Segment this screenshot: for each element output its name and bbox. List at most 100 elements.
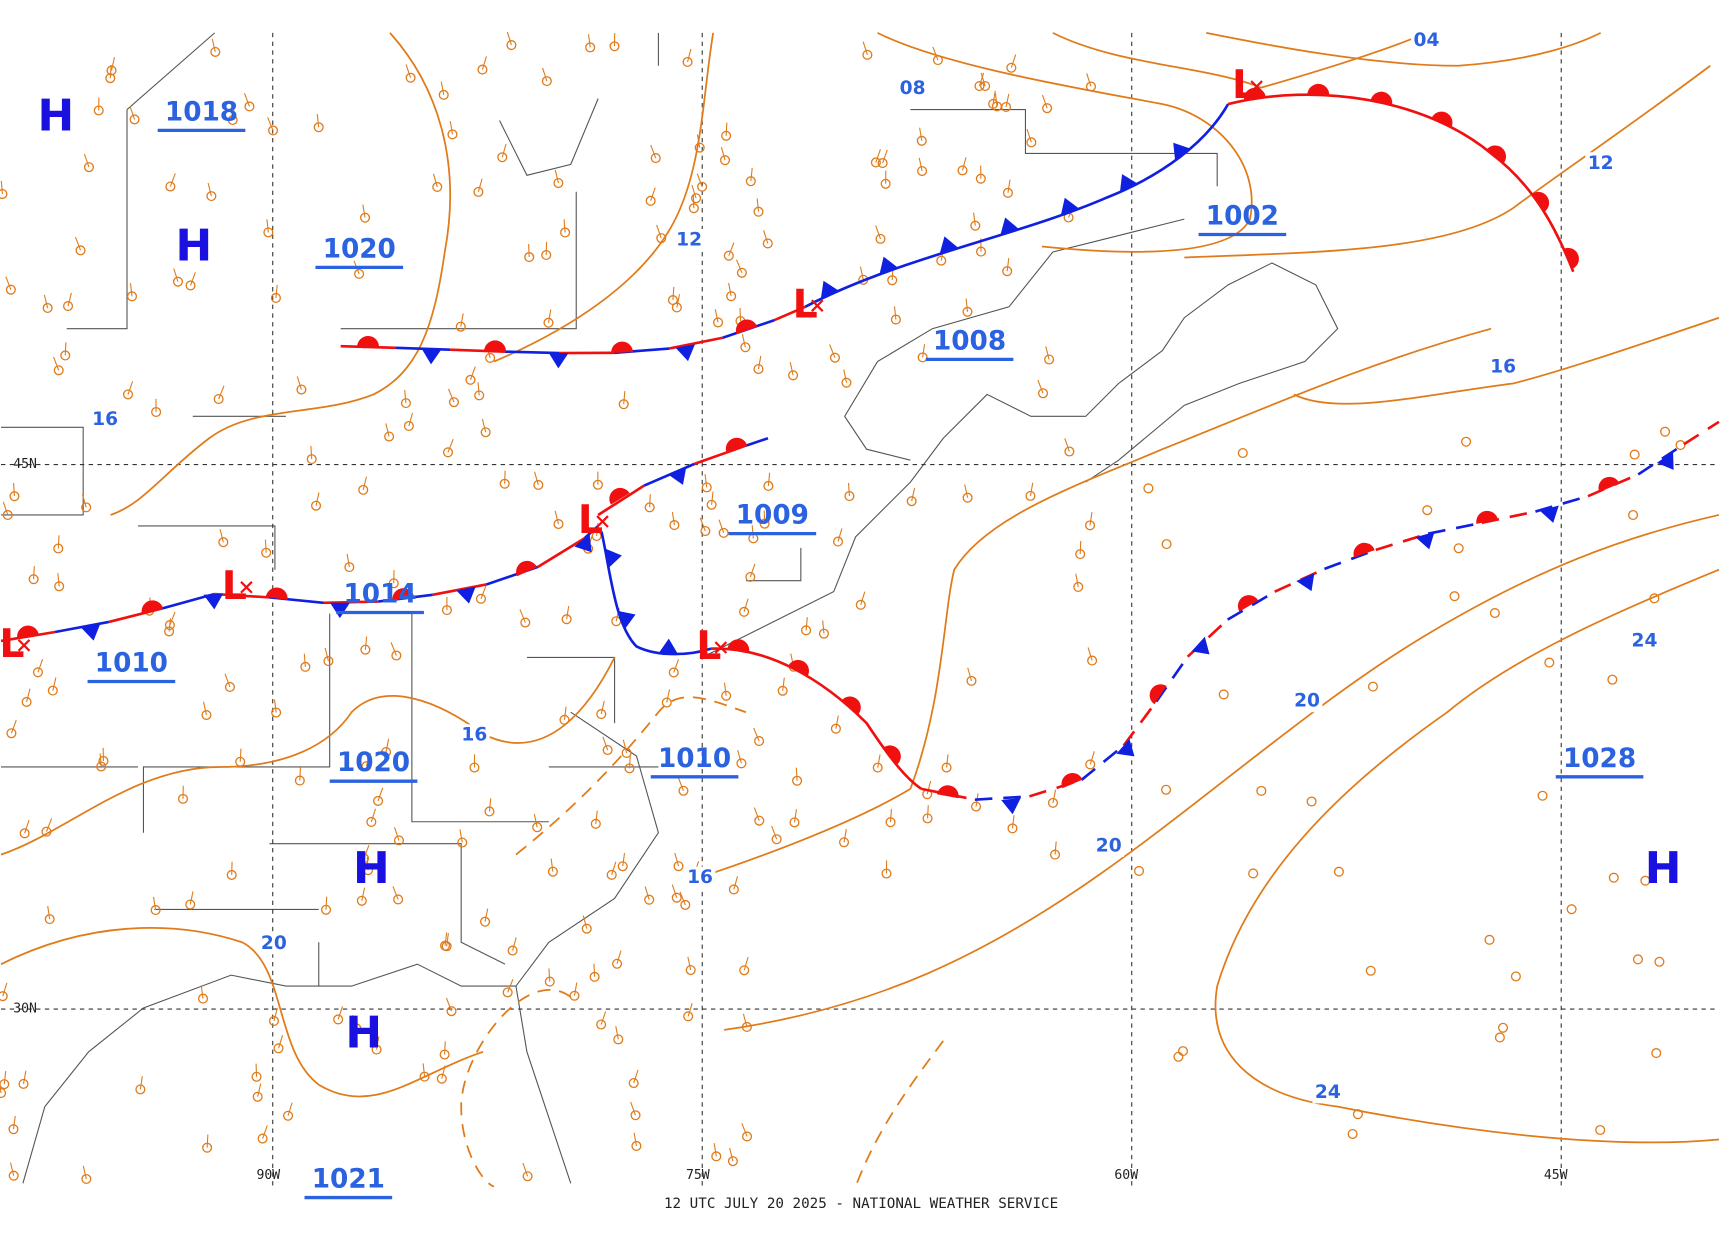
- station-marker: [122, 389, 134, 400]
- semicircle: [1149, 684, 1167, 705]
- wind-barb: [262, 1125, 268, 1139]
- wind-barb: [190, 272, 196, 286]
- triangle: [1415, 531, 1435, 550]
- semicircle: [788, 659, 810, 677]
- pressure-value: 1010: [95, 648, 168, 678]
- triangle: [668, 466, 687, 485]
- wind-barb: [677, 777, 684, 791]
- wind-barb: [0, 1083, 2, 1094]
- wind-barb: [978, 72, 985, 87]
- wind-barb: [81, 494, 87, 508]
- low-pressure-center: L: [793, 281, 818, 327]
- cold-front-symbol: [1191, 636, 1210, 655]
- triangle: [1116, 738, 1135, 757]
- wind-barb: [200, 985, 204, 999]
- wind-barb: [843, 369, 848, 383]
- wind-barb: [446, 933, 449, 947]
- wind-barb: [547, 309, 552, 323]
- grid-label: 60W: [1114, 1168, 1138, 1183]
- cold-front-symbol: [574, 534, 592, 553]
- high-pressure-center: H: [353, 843, 390, 894]
- station-marker: [1608, 872, 1619, 883]
- warm-front-symbol: [357, 336, 379, 348]
- wind-barb: [37, 658, 44, 673]
- station-marker: [81, 502, 92, 513]
- wind-barb: [385, 423, 390, 437]
- station-marker: [830, 723, 841, 734]
- isobar: [0, 656, 616, 856]
- station-marker: [617, 861, 628, 872]
- wind-barb: [310, 445, 313, 460]
- isobar-label-bg: [258, 932, 290, 955]
- semicircle: [725, 437, 748, 453]
- warm-front-symbol: [17, 625, 39, 639]
- wind-barb: [633, 1132, 637, 1147]
- cold-front-symbol: [675, 344, 695, 362]
- wind-barb: [408, 412, 414, 427]
- front-segment: [432, 583, 487, 597]
- station-marker: [268, 1015, 279, 1027]
- wind-barb: [741, 333, 746, 348]
- wind-barb: [893, 306, 897, 320]
- semicircle: [357, 336, 379, 348]
- grid-label: 30N: [13, 1002, 37, 1017]
- station-marker: [21, 696, 32, 707]
- station-marker: [875, 233, 886, 244]
- station-marker: [916, 135, 927, 146]
- cold-front-symbol: [658, 638, 679, 655]
- wind-barb: [13, 483, 16, 497]
- wind-barb: [837, 528, 843, 542]
- high-pressure-center: H: [37, 90, 74, 141]
- wind-barb: [481, 56, 487, 70]
- station-marker: [358, 853, 370, 864]
- wind-barb: [370, 808, 376, 823]
- wind-barb: [699, 517, 706, 532]
- wind-barb: [650, 144, 657, 159]
- cold-front-symbol: [617, 610, 636, 630]
- wind-barb: [687, 956, 692, 971]
- wind-barb: [1041, 94, 1048, 109]
- wind-barb: [628, 755, 631, 769]
- wind-barb: [47, 905, 51, 920]
- station-marker: [1651, 1048, 1662, 1059]
- station-marker: [585, 42, 596, 53]
- station-marker: [1006, 62, 1017, 73]
- wind-barb: [366, 856, 369, 871]
- pressure-value: 1021: [312, 1165, 385, 1195]
- front-segment: [340, 344, 396, 350]
- wind-barb: [83, 153, 90, 168]
- wind-barb: [393, 827, 400, 841]
- station-marker: [736, 758, 747, 769]
- wind-barb: [616, 950, 622, 964]
- wind-barb: [733, 876, 739, 890]
- wind-barb: [522, 1162, 529, 1177]
- station-marker: [739, 606, 750, 617]
- wind-barb: [793, 809, 797, 823]
- wind-barb: [325, 896, 328, 910]
- wind-barb: [1026, 129, 1032, 143]
- wind-barb: [965, 298, 969, 312]
- wind-barb: [595, 810, 598, 824]
- wind-barb: [687, 1003, 693, 1017]
- cold-front-symbol: [548, 352, 569, 369]
- station-marker: [197, 993, 209, 1004]
- isobar-label-bg: [897, 77, 928, 100]
- isobar-label: 16: [687, 867, 713, 888]
- wind-barb: [623, 391, 626, 405]
- wind-barb: [859, 266, 864, 280]
- wind-barb: [3, 1070, 7, 1085]
- wind-barb: [432, 173, 438, 188]
- cold-front-symbol: [203, 593, 224, 610]
- cold-front-symbol: [820, 280, 839, 299]
- wind-barb: [542, 67, 548, 82]
- wind-barb: [1054, 841, 1057, 855]
- front-segment: [597, 484, 645, 517]
- wind-barb: [152, 896, 157, 911]
- semicircle: [611, 341, 634, 354]
- labels: 45N 30N 90W 75W 60W 45W H H H H H L L L L L L 1018 1020 101…: [0, 29, 1681, 1200]
- warm-front-symbol: [841, 696, 861, 715]
- station-marker: [1218, 689, 1229, 700]
- warm-front-symbol: [392, 588, 415, 601]
- wind-barb: [405, 64, 412, 78]
- warm-front-symbol: [725, 437, 748, 453]
